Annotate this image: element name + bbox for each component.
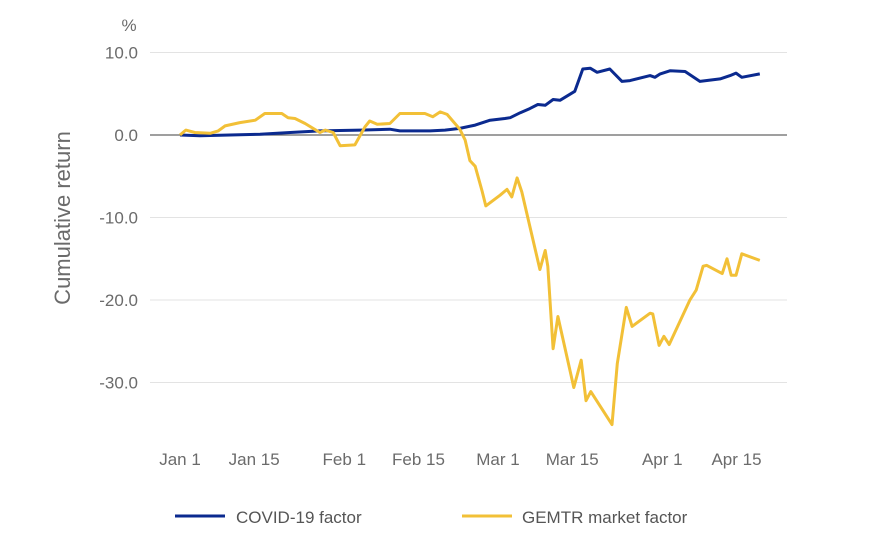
unit-label: % — [121, 16, 136, 35]
x-tick-label: Mar 15 — [546, 450, 599, 469]
x-tick-label: Apr 1 — [642, 450, 683, 469]
legend-label-gemtr: GEMTR market factor — [522, 508, 688, 527]
y-tick-label: -20.0 — [99, 291, 138, 310]
legend-label-covid: COVID-19 factor — [236, 508, 362, 527]
legend: COVID-19 factor GEMTR market factor — [175, 508, 688, 527]
y-tick-label: -30.0 — [99, 374, 138, 393]
gridlines — [150, 52, 787, 383]
x-tick-label: Jan 15 — [229, 450, 280, 469]
x-tick-label: Mar 1 — [476, 450, 519, 469]
series-line-gemtr-market-factor — [179, 110, 761, 427]
x-tick-label: Feb 15 — [392, 450, 445, 469]
y-axis-ticks: 10.0 0.0 -10.0 -20.0 -30.0 — [99, 44, 138, 393]
x-tick-label: Apr 15 — [711, 450, 761, 469]
x-axis-ticks: Jan 1 Jan 15 Feb 1 Feb 15 Mar 1 Mar 15 Apr 1 Ap… — [159, 450, 761, 469]
series-lines — [179, 66, 761, 427]
y-axis-label: Cumulative return — [50, 131, 75, 305]
y-tick-label: 0.0 — [114, 126, 138, 145]
series-line-covid-19-factor — [179, 66, 761, 138]
y-tick-label: -10.0 — [99, 209, 138, 228]
x-tick-label: Jan 1 — [159, 450, 201, 469]
y-tick-label: 10.0 — [105, 44, 138, 63]
x-tick-label: Feb 1 — [323, 450, 366, 469]
